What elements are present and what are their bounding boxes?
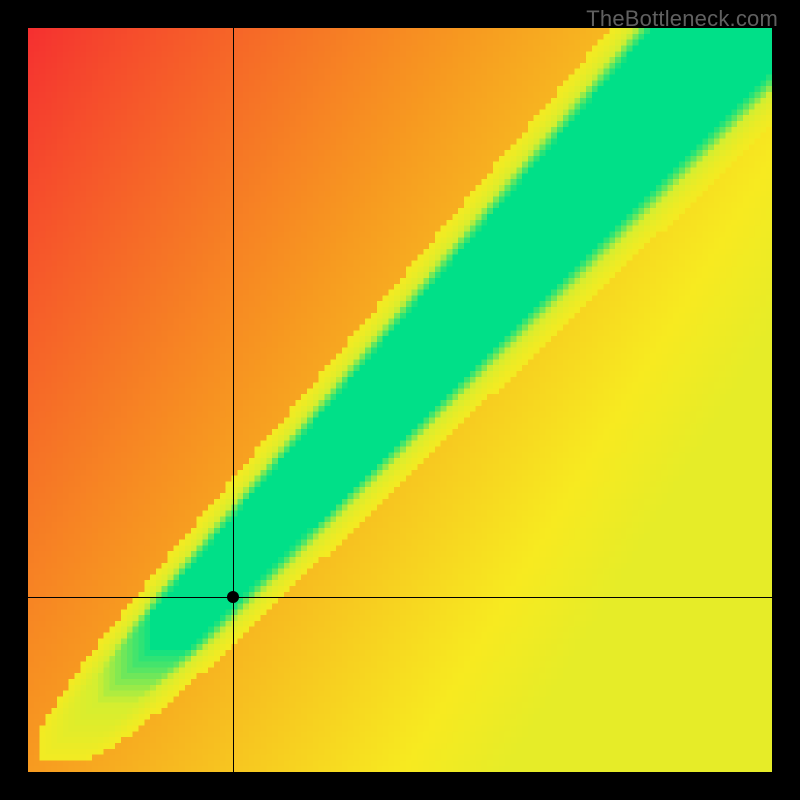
heatmap-canvas [28,28,772,772]
plot-area [28,28,772,772]
watermark-text: TheBottleneck.com [586,6,778,32]
